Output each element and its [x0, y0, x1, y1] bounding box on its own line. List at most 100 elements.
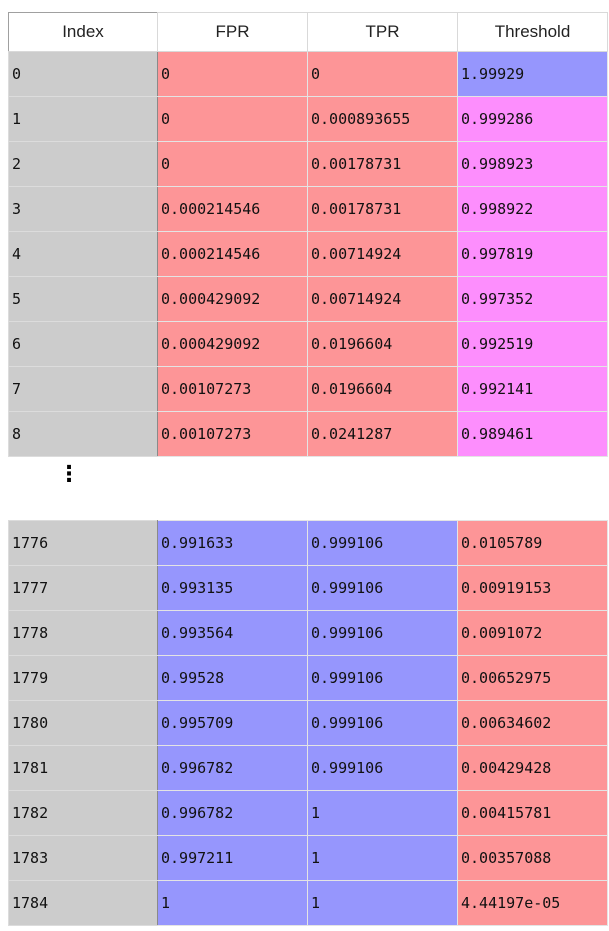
- fpr-cell[interactable]: 0.000214546: [157, 186, 308, 232]
- fpr-cell[interactable]: 0.000429092: [157, 276, 308, 322]
- fpr-cell[interactable]: 0.991633: [157, 520, 308, 566]
- index-cell[interactable]: 1779: [8, 655, 158, 701]
- threshold-cell[interactable]: 0.00357088: [457, 835, 608, 881]
- fpr-cell[interactable]: 0.99528: [157, 655, 308, 701]
- threshold-cell[interactable]: 0.997819: [457, 231, 608, 277]
- threshold-cell[interactable]: 4.44197e-05: [457, 880, 608, 926]
- fpr-cell[interactable]: 0: [157, 141, 308, 187]
- index-cell[interactable]: 8: [8, 411, 158, 457]
- roc-table-top: Index FPR TPR Threshold 0 0 0 1.99929 1 0 0.00…: [8, 12, 608, 457]
- index-cell[interactable]: 7: [8, 366, 158, 412]
- table-row[interactable]: 1778 0.993564 0.999106 0.0091072: [8, 610, 608, 656]
- table-row[interactable]: 2 0 0.00178731 0.998923: [8, 141, 608, 187]
- tpr-cell[interactable]: 0.00178731: [307, 186, 458, 232]
- fpr-cell[interactable]: 0.00107273: [157, 411, 308, 457]
- fpr-cell[interactable]: 0.993564: [157, 610, 308, 656]
- index-cell[interactable]: 2: [8, 141, 158, 187]
- tpr-cell[interactable]: 0.999106: [307, 700, 458, 746]
- tpr-cell[interactable]: 1: [307, 790, 458, 836]
- tpr-cell[interactable]: 0.0241287: [307, 411, 458, 457]
- threshold-cell[interactable]: 0.998923: [457, 141, 608, 187]
- tpr-cell[interactable]: 0.999106: [307, 520, 458, 566]
- column-header-threshold[interactable]: Threshold: [457, 12, 608, 52]
- threshold-cell[interactable]: 0.00652975: [457, 655, 608, 701]
- tpr-cell[interactable]: 0.999106: [307, 565, 458, 611]
- threshold-cell[interactable]: 0.00415781: [457, 790, 608, 836]
- fpr-cell[interactable]: 0.995709: [157, 700, 308, 746]
- threshold-cell[interactable]: 0.992519: [457, 321, 608, 367]
- table-row[interactable]: 1777 0.993135 0.999106 0.00919153: [8, 565, 608, 611]
- index-cell[interactable]: 1784: [8, 880, 158, 926]
- fpr-cell[interactable]: 0.000214546: [157, 231, 308, 277]
- table-row[interactable]: 3 0.000214546 0.00178731 0.998922: [8, 186, 608, 232]
- index-cell[interactable]: 0: [8, 51, 158, 97]
- index-cell[interactable]: 6: [8, 321, 158, 367]
- fpr-cell[interactable]: 0.000429092: [157, 321, 308, 367]
- index-cell[interactable]: 1777: [8, 565, 158, 611]
- table-body-bottom: 1776 0.991633 0.999106 0.0105789 1777 0.99313…: [8, 520, 608, 926]
- table-row[interactable]: 1782 0.996782 1 0.00415781: [8, 790, 608, 836]
- fpr-cell[interactable]: 0.996782: [157, 790, 308, 836]
- index-cell[interactable]: 1: [8, 96, 158, 142]
- threshold-cell[interactable]: 0.0091072: [457, 610, 608, 656]
- threshold-cell[interactable]: 0.998922: [457, 186, 608, 232]
- roc-table-bottom: 1776 0.991633 0.999106 0.0105789 1777 0.99313…: [8, 520, 608, 926]
- tpr-cell[interactable]: 0.00714924: [307, 231, 458, 277]
- tpr-cell[interactable]: 0.999106: [307, 745, 458, 791]
- tpr-cell[interactable]: 1: [307, 880, 458, 926]
- tpr-cell[interactable]: 0.00714924: [307, 276, 458, 322]
- threshold-cell[interactable]: 0.00429428: [457, 745, 608, 791]
- fpr-cell[interactable]: 0.00107273: [157, 366, 308, 412]
- threshold-cell[interactable]: 1.99929: [457, 51, 608, 97]
- threshold-cell[interactable]: 0.989461: [457, 411, 608, 457]
- tpr-cell[interactable]: 0.00178731: [307, 141, 458, 187]
- tpr-cell[interactable]: 0.999106: [307, 610, 458, 656]
- tpr-cell[interactable]: 0.0196604: [307, 321, 458, 367]
- index-cell[interactable]: 1776: [8, 520, 158, 566]
- table-row[interactable]: 7 0.00107273 0.0196604 0.992141: [8, 366, 608, 412]
- fpr-cell[interactable]: 1: [157, 880, 308, 926]
- index-cell[interactable]: 3: [8, 186, 158, 232]
- column-header-tpr[interactable]: TPR: [307, 12, 458, 52]
- column-header-fpr[interactable]: FPR: [157, 12, 308, 52]
- index-cell[interactable]: 1781: [8, 745, 158, 791]
- roc-data-table: Index FPR TPR Threshold 0 0 0 1.99929 1 0 0.00…: [8, 12, 608, 457]
- threshold-cell[interactable]: 0.00634602: [457, 700, 608, 746]
- index-cell[interactable]: 1783: [8, 835, 158, 881]
- fpr-cell[interactable]: 0.996782: [157, 745, 308, 791]
- index-cell[interactable]: 1782: [8, 790, 158, 836]
- table-row[interactable]: 1781 0.996782 0.999106 0.00429428: [8, 745, 608, 791]
- table-row[interactable]: 1 0 0.000893655 0.999286: [8, 96, 608, 142]
- table-row[interactable]: 1780 0.995709 0.999106 0.00634602: [8, 700, 608, 746]
- index-cell[interactable]: 1780: [8, 700, 158, 746]
- fpr-cell[interactable]: 0: [157, 96, 308, 142]
- table-row[interactable]: 1783 0.997211 1 0.00357088: [8, 835, 608, 881]
- table-row[interactable]: 1784 1 1 4.44197e-05: [8, 880, 608, 926]
- column-header-index[interactable]: Index: [8, 12, 158, 52]
- table-row[interactable]: 0 0 0 1.99929: [8, 51, 608, 97]
- tpr-cell[interactable]: 0.0196604: [307, 366, 458, 412]
- threshold-cell[interactable]: 0.992141: [457, 366, 608, 412]
- table-row[interactable]: 1779 0.99528 0.999106 0.00652975: [8, 655, 608, 701]
- roc-data-table-tail: 1776 0.991633 0.999106 0.0105789 1777 0.99313…: [8, 520, 608, 926]
- fpr-cell[interactable]: 0.993135: [157, 565, 308, 611]
- table-row[interactable]: 4 0.000214546 0.00714924 0.997819: [8, 231, 608, 277]
- table-row[interactable]: 6 0.000429092 0.0196604 0.992519: [8, 321, 608, 367]
- threshold-cell[interactable]: 0.0105789: [457, 520, 608, 566]
- threshold-cell[interactable]: 0.00919153: [457, 565, 608, 611]
- fpr-cell[interactable]: 0: [157, 51, 308, 97]
- fpr-cell[interactable]: 0.997211: [157, 835, 308, 881]
- threshold-cell[interactable]: 0.999286: [457, 96, 608, 142]
- tpr-cell[interactable]: 0.999106: [307, 655, 458, 701]
- tpr-cell[interactable]: 0.000893655: [307, 96, 458, 142]
- tpr-cell[interactable]: 0: [307, 51, 458, 97]
- tpr-cell[interactable]: 1: [307, 835, 458, 881]
- rows-omitted-ellipsis: ⋮: [58, 462, 80, 487]
- table-row[interactable]: 8 0.00107273 0.0241287 0.989461: [8, 411, 608, 457]
- threshold-cell[interactable]: 0.997352: [457, 276, 608, 322]
- table-row[interactable]: 1776 0.991633 0.999106 0.0105789: [8, 520, 608, 566]
- index-cell[interactable]: 4: [8, 231, 158, 277]
- index-cell[interactable]: 1778: [8, 610, 158, 656]
- table-row[interactable]: 5 0.000429092 0.00714924 0.997352: [8, 276, 608, 322]
- index-cell[interactable]: 5: [8, 276, 158, 322]
